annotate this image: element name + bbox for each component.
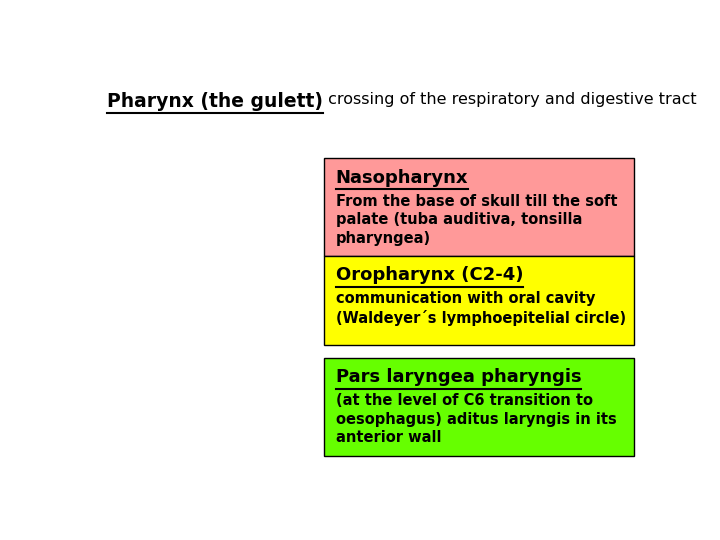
FancyBboxPatch shape (324, 158, 634, 256)
FancyBboxPatch shape (324, 358, 634, 456)
Text: Pharynx (the gulett): Pharynx (the gulett) (107, 92, 323, 111)
Text: (at the level of C6 transition to
oesophagus) aditus laryngis in its
anterior wa: (at the level of C6 transition to oesoph… (336, 393, 616, 446)
FancyBboxPatch shape (324, 256, 634, 346)
Text: From the base of skull till the soft
palate (tuba auditiva, tonsilla
pharyngea): From the base of skull till the soft pal… (336, 194, 617, 246)
Text: Pars laryngea pharyngis: Pars laryngea pharyngis (336, 368, 581, 386)
Text: Oropharynx (C2-4): Oropharynx (C2-4) (336, 266, 523, 285)
Text: communication with oral cavity
(Waldeyer´s lymphoepitelial circle): communication with oral cavity (Waldeyer… (336, 292, 626, 326)
Text: crossing of the respiratory and digestive tract: crossing of the respiratory and digestiv… (323, 92, 696, 107)
Text: Nasopharynx: Nasopharynx (336, 168, 468, 187)
